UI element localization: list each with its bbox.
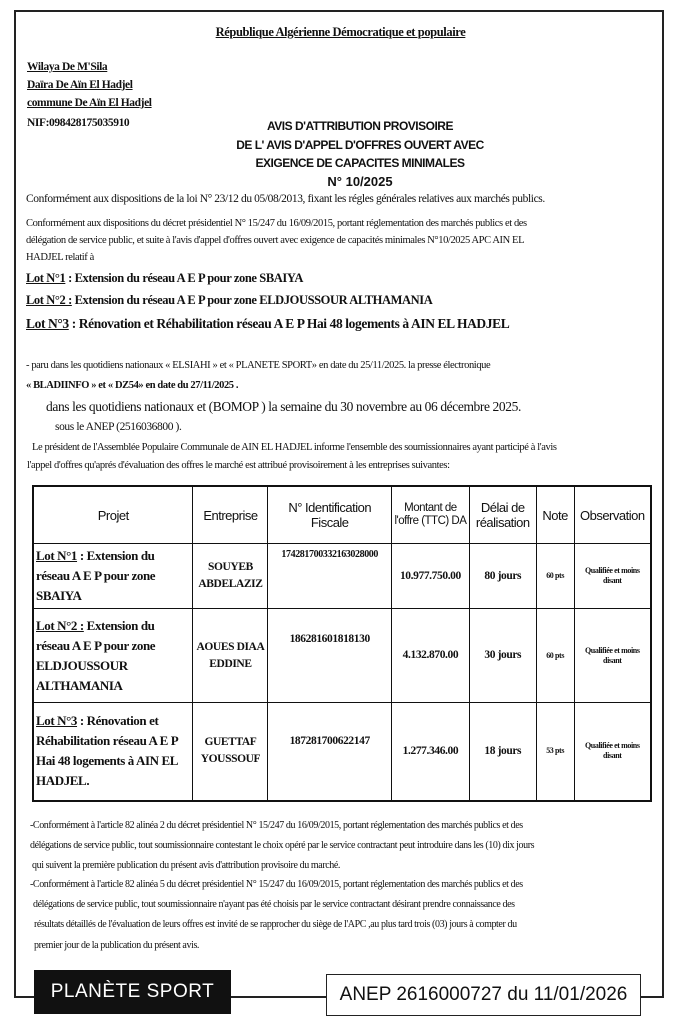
cell-entreprise: SOUYEB ABDELAZIZ bbox=[192, 543, 269, 609]
header-observation: Observation bbox=[573, 485, 652, 544]
cell-montant: 1.277.346.00 bbox=[391, 702, 470, 801]
table-row: Lot N°1 : Extension du réseau A E P pour… bbox=[32, 543, 652, 609]
publication-line2: « BLADIINFO » et « DZ54» en date du 27/1… bbox=[26, 380, 239, 391]
republic-heading: République Algérienne Démocratique et po… bbox=[215, 25, 466, 39]
cell-entreprise: AOUES DIAA EDDINE bbox=[192, 608, 269, 703]
nif: NIF:098428175035910 bbox=[27, 117, 130, 129]
attribution-table: Projet Entreprise N° Identification Fisc… bbox=[32, 485, 652, 802]
cell-nif: 186281601818130 bbox=[267, 608, 393, 703]
projet-text: Extension du réseau A E P pour zone ELDJ… bbox=[36, 617, 156, 693]
cell-observation: Qualifiée et moins disant bbox=[573, 702, 652, 801]
lot-1-label: Lot N°1 bbox=[26, 271, 66, 285]
daira: Daïra De Aïn El Hadjel bbox=[27, 79, 133, 91]
header-nif: N° Identification Fiscale bbox=[267, 485, 393, 544]
publication-line1: - paru dans les quotidiens nationaux « E… bbox=[26, 360, 491, 371]
cell-montant: 4.132.870.00 bbox=[391, 608, 470, 703]
cell-nif: 174281700332163028000 bbox=[267, 543, 393, 609]
article-b-line2: délégations de service public, tout soum… bbox=[33, 899, 515, 910]
publication-line5: Le président de l'Assemblée Populaire Co… bbox=[32, 442, 557, 453]
wilaya: Wilaya De M'Sila bbox=[27, 61, 108, 73]
cell-delai: 30 jours bbox=[468, 608, 537, 703]
cell-delai: 18 jours bbox=[468, 702, 537, 801]
intro-p2a: Conformément aux dispositions du décret … bbox=[26, 218, 527, 229]
article-b-line1: -Conformément à l'article 82 alinéa 5 du… bbox=[30, 879, 523, 890]
lot-1: Lot N°1 : Extension du réseau A E P pour… bbox=[26, 271, 303, 286]
header-note: Note bbox=[535, 485, 575, 544]
cell-nif: 187281700622147 bbox=[267, 702, 393, 801]
title-number: N° 10/2025 bbox=[327, 174, 393, 189]
cell-observation: Qualifiée et moins disant bbox=[573, 543, 652, 609]
commune: commune De Aïn El Hadjel bbox=[27, 97, 152, 109]
lot-2-label: Lot N°2 : bbox=[26, 293, 72, 307]
lot-2-text: Extension du réseau A E P pour zone ELDJ… bbox=[71, 293, 433, 307]
article-b-line4: premier jour de la publication du présen… bbox=[34, 940, 200, 951]
cell-note: 60 pts bbox=[535, 608, 575, 703]
anep-reference: ANEP 2616000727 du 11/01/2026 bbox=[326, 974, 641, 1016]
cell-note: 60 pts bbox=[535, 543, 575, 609]
projet-text: : Extension du réseau A E P pour zone SB… bbox=[36, 548, 156, 603]
table-header-row: Projet Entreprise N° Identification Fisc… bbox=[32, 485, 652, 544]
lot-3: Lot N°3 : Rénovation et Réhabilitation r… bbox=[26, 316, 510, 332]
cell-observation: Qualifiée et moins disant bbox=[573, 608, 652, 703]
lot-2: Lot N°2 : Extension du réseau A E P pour… bbox=[26, 293, 433, 308]
title-line1: AVIS D'ATTRIBUTION PROVISOIRE bbox=[267, 119, 453, 133]
lot-3-text: : Rénovation et Réhabilitation réseau A … bbox=[68, 316, 510, 331]
lot-label: Lot N°3 bbox=[36, 713, 78, 729]
title-line3: EXIGENCE DE CAPACITES MINIMALES bbox=[255, 156, 465, 170]
cell-note: 53 pts bbox=[535, 702, 575, 801]
article-b-line3: résultats détaillés de l'évaluation de l… bbox=[34, 919, 517, 930]
lot-3-label: Lot N°3 bbox=[26, 316, 69, 331]
cell-entreprise: GUETTAF YOUSSOUF bbox=[192, 702, 269, 801]
article-a-line1: -Conformément à l'article 82 alinéa 2 du… bbox=[30, 820, 523, 831]
intro-p2b: délégation de service public, et suite à… bbox=[26, 235, 525, 246]
table-row: Lot N°3 : Rénovation et Réhabilitation r… bbox=[32, 702, 652, 801]
cell-projet: Lot N°1 : Extension du réseau A E P pour… bbox=[32, 543, 194, 609]
article-a-line2: délégations de service public, tout soum… bbox=[30, 840, 535, 851]
title-line2: DE L' AVIS D'APPEL D'OFFRES OUVERT AVEC bbox=[236, 138, 484, 152]
newspaper-label: PLANÈTE SPORT bbox=[34, 970, 231, 1014]
cell-projet: Lot N°3 : Rénovation et Réhabilitation r… bbox=[32, 702, 194, 801]
lot-label: Lot N°2 : bbox=[36, 617, 84, 633]
intro-p2c: HADJEL relatif à bbox=[26, 252, 94, 263]
header-delai: Délai de réalisation bbox=[468, 485, 537, 544]
cell-montant: 10.977.750.00 bbox=[391, 543, 470, 609]
cell-delai: 80 jours bbox=[468, 543, 537, 609]
header-entreprise: Entreprise bbox=[192, 485, 269, 544]
lot-label: Lot N°1 bbox=[36, 548, 78, 563]
intro-p1: Conformément aux dispositions de la loi … bbox=[26, 193, 545, 205]
header-montant: Montant de l'offre (TTC) DA bbox=[391, 485, 470, 544]
cell-projet: Lot N°2 : Extension du réseau A E P pour… bbox=[32, 608, 194, 703]
publication-line3: dans les quotidiens nationaux et (BOMOP … bbox=[46, 399, 521, 414]
header-projet: Projet bbox=[32, 485, 194, 544]
lot-1-text: : Extension du réseau A E P pour zone SB… bbox=[65, 271, 303, 285]
publication-line4: sous le ANEP (2516036800 ). bbox=[55, 421, 182, 433]
article-a-line3: qui suivent la première publication du p… bbox=[32, 860, 341, 871]
table-row: Lot N°2 : Extension du réseau A E P pour… bbox=[32, 608, 652, 703]
projet-text: : Rénovation et Réhabilitation réseau A … bbox=[36, 713, 178, 789]
publication-line6: l'appel d'offres qu'aprés d'évaluation d… bbox=[27, 460, 450, 471]
